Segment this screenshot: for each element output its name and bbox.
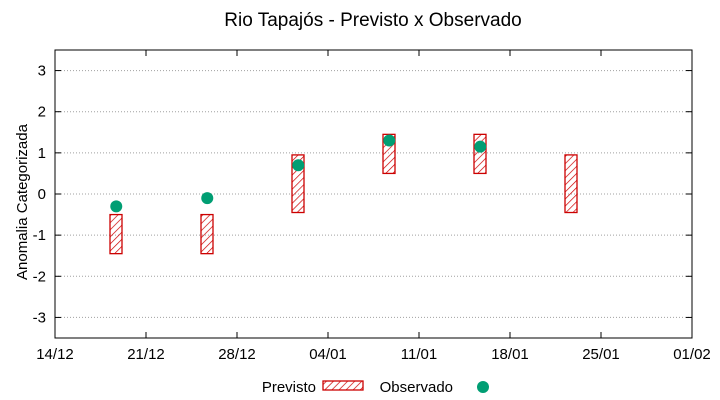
x-tick-label: 28/12 <box>218 346 256 363</box>
observado-point <box>383 134 396 147</box>
y-tick-label: 1 <box>38 145 46 162</box>
previsto-bar <box>109 213 123 255</box>
plot-frame <box>54 49 693 339</box>
y-tick-label: -2 <box>33 268 46 285</box>
previsto-bar <box>200 213 214 255</box>
previsto-bar <box>473 133 487 175</box>
y-tick-label: 3 <box>38 63 46 80</box>
legend-swatch-previsto <box>322 380 364 391</box>
y-tick-label: 0 <box>38 186 46 203</box>
x-tick-label: 18/01 <box>491 346 529 363</box>
x-axis-ticks: 14/12 21/12 28/12 04/01 11/01 18/01 25/01 01/02 <box>36 50 711 363</box>
previsto-bar <box>564 154 578 214</box>
legend-marker-observado <box>477 381 489 393</box>
x-tick-label: 14/12 <box>36 346 74 363</box>
y-tick-label: -1 <box>33 227 46 244</box>
y-axis-ticks: 3 2 1 0 -1 -2 -3 <box>33 63 692 326</box>
observado-point <box>201 192 214 205</box>
x-tick-label: 01/02 <box>673 346 711 363</box>
chart-title: Rio Tapajós - Previsto x Observado <box>224 10 521 31</box>
y-tick-label: 2 <box>38 104 46 121</box>
observado-point <box>474 140 487 153</box>
x-tick-label: 25/01 <box>582 346 620 363</box>
observado-point <box>292 159 305 172</box>
legend-label-observado: Observado <box>380 379 453 396</box>
x-tick-label: 11/01 <box>401 346 437 363</box>
legend-label-previsto: Previsto <box>262 379 316 396</box>
y-tick-label: -3 <box>33 309 46 326</box>
x-tick-label: 21/12 <box>127 346 165 363</box>
legend: Previsto Observado <box>262 379 489 396</box>
observado-point <box>110 200 123 213</box>
observado-series <box>110 134 487 213</box>
x-tick-label: 04/01 <box>309 346 347 363</box>
y-axis-label: Anomalia Categorizada <box>14 123 31 280</box>
grid-lines <box>55 70 692 318</box>
